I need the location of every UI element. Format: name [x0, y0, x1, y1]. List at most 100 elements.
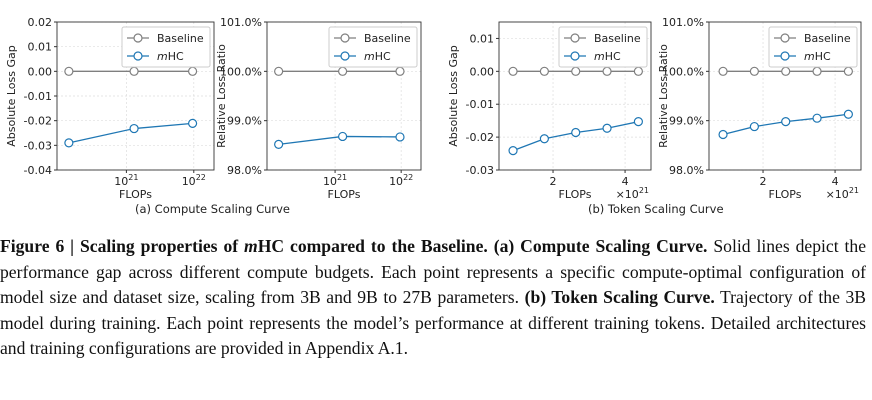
- axes-frame: [56, 21, 215, 171]
- x-axis-label: FLOPs: [559, 188, 592, 201]
- data-point: [187, 66, 198, 76]
- legend-label: Baseline: [594, 32, 641, 45]
- data-point: [274, 139, 284, 149]
- data-point: [274, 66, 284, 76]
- data-point: [602, 123, 612, 133]
- x-tick-label: 4: [832, 175, 839, 188]
- caption-a-text: Solid lines depict the performance gap a…: [0, 236, 867, 307]
- data-point: [395, 66, 405, 76]
- y-tick-label: 100.0%: [220, 65, 262, 78]
- data-point: [187, 118, 198, 128]
- chart-2: 101.0% 100.0% 99.0% 98.0% 1021 1022 FLOPs Relat…: [215, 16, 422, 201]
- subcaption-b: (b) Token Scaling Curve: [588, 202, 724, 216]
- x-axis-label: FLOPs: [769, 188, 802, 201]
- x-tick-label: 4: [622, 175, 629, 188]
- data-point: [571, 127, 581, 138]
- x-tick-label: 1022: [389, 173, 413, 188]
- data-point: [718, 129, 728, 140]
- y-tick-label: -0.01: [466, 98, 494, 111]
- y-axis-label: Relative Loss Ratio: [657, 44, 670, 148]
- y-axis-label: Relative Loss Ratio: [215, 44, 228, 148]
- y-tick-label: -0.02: [24, 115, 52, 128]
- data-point: [781, 117, 791, 127]
- data-point: [395, 132, 405, 142]
- x-tick-label: 1021: [323, 173, 347, 188]
- y-axis-label: Absolute Loss Gap: [447, 45, 460, 146]
- y-tick-label: -0.03: [24, 139, 52, 152]
- chart-3: 0.01 0.00 -0.01 -0.02 -0.03 2 4 FLOPs ×1021 Absol…: [447, 21, 652, 201]
- x-tick-label: 2: [550, 175, 557, 188]
- data-point: [781, 66, 791, 76]
- y-tick-label: -0.03: [466, 164, 494, 177]
- x-axis-label: FLOPs: [119, 188, 152, 201]
- legend-marker: [570, 33, 580, 43]
- legend-marker: [780, 33, 790, 43]
- chart-4: 101.0% 100.0% 99.0% 98.0% 2 4 FLOPs ×1021 Relati…: [657, 16, 862, 201]
- data-point: [539, 134, 549, 144]
- legend-marker: [340, 51, 350, 61]
- data-point: [633, 66, 643, 76]
- figure-caption: Figure 6 | Scaling properties of mHC com…: [0, 234, 866, 362]
- data-point: [539, 66, 549, 76]
- data-point: [718, 66, 728, 76]
- data-point: [812, 66, 822, 76]
- y-tick-label: 98.0%: [669, 164, 704, 177]
- y-tick-label: 0.00: [28, 65, 53, 78]
- axes-frame: [266, 21, 422, 171]
- legend: Baseline mHC: [328, 26, 418, 68]
- legend-box: [558, 26, 648, 68]
- caption-a-label: (a) Compute Scaling Curve.: [487, 236, 708, 256]
- legend-label: mHC: [594, 50, 621, 63]
- legend-marker: [133, 33, 143, 43]
- legend-marker: [570, 51, 580, 61]
- legend-label: mHC: [364, 50, 391, 63]
- y-tick-label: 0.01: [470, 32, 495, 45]
- caption-title: Scaling properties of mHC compared to th…: [79, 236, 488, 256]
- data-point: [338, 66, 348, 76]
- axes-frame: [498, 21, 652, 171]
- legend-box: [768, 26, 858, 68]
- legend: Baseline mHC: [558, 26, 648, 68]
- y-tick-label: 101.0%: [220, 16, 262, 29]
- data-point: [129, 123, 139, 134]
- y-tick-label: 0.01: [28, 41, 53, 54]
- data-point: [508, 66, 518, 76]
- legend-label: Baseline: [364, 32, 411, 45]
- legend-label: mHC: [157, 50, 184, 63]
- y-tick-label: -0.04: [24, 164, 52, 177]
- legend-label: mHC: [804, 50, 831, 63]
- subcaption-a: (a) Compute Scaling Curve: [135, 202, 291, 216]
- x-offset-label: ×1021: [616, 186, 649, 201]
- y-tick-label: 101.0%: [662, 16, 704, 29]
- data-point: [571, 66, 581, 76]
- x-tick-label: 1021: [114, 173, 138, 188]
- legend-label: Baseline: [804, 32, 851, 45]
- legend: Baseline mHC: [768, 26, 858, 68]
- x-tick-label: 1022: [182, 173, 206, 188]
- chart-1: 0.02 0.01 0.00 -0.01 -0.02 -0.03 -0.04 1021 1022…: [5, 16, 215, 201]
- data-point: [843, 66, 853, 76]
- caption-b-text: Trajectory of the 3B model during traini…: [0, 287, 866, 358]
- legend-marker: [780, 51, 790, 61]
- x-axis-label: FLOPs: [328, 188, 361, 201]
- data-point: [843, 109, 853, 119]
- axes-frame: [708, 21, 862, 171]
- legend-box: [121, 26, 211, 68]
- data-point: [749, 121, 759, 132]
- y-tick-label: -0.02: [466, 131, 494, 144]
- y-tick-label: 100.0%: [662, 65, 704, 78]
- caption-label: Figure 6 |: [0, 236, 80, 256]
- y-axis-label: Absolute Loss Gap: [5, 45, 18, 146]
- y-tick-label: -0.01: [24, 90, 52, 103]
- data-point: [812, 113, 822, 123]
- y-tick-label: 98.0%: [227, 164, 262, 177]
- y-tick-label: 0.00: [470, 65, 495, 78]
- y-tick-label: 99.0%: [669, 115, 704, 128]
- legend-box: [328, 26, 418, 68]
- data-point: [64, 66, 74, 76]
- data-point: [508, 145, 518, 156]
- x-tick-label: 2: [760, 175, 767, 188]
- data-point: [338, 131, 348, 142]
- legend: Baseline mHC: [121, 26, 211, 68]
- data-point: [129, 66, 139, 76]
